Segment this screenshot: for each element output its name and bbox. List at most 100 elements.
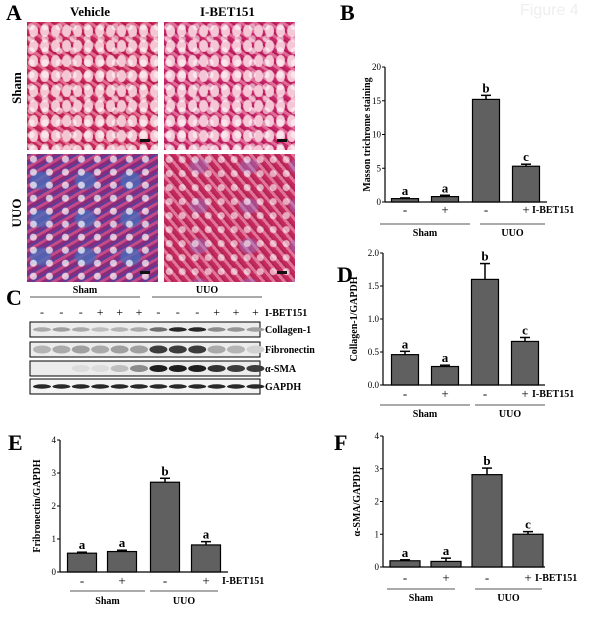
d-treatment-sign: + (441, 386, 448, 401)
b-significance-letter: c (523, 149, 529, 164)
scale-bar (277, 139, 287, 142)
c-lane-sign: - (79, 305, 83, 319)
b-y-tick-label: 10 (372, 130, 382, 140)
c-band (52, 345, 71, 354)
f-treatment-sign: + (442, 570, 449, 585)
f-group-label: Sham (409, 593, 434, 604)
f-y-tick-label: 2 (375, 497, 380, 507)
f-significance-letter: a (443, 543, 450, 558)
scale-bar (277, 271, 287, 274)
c-band (188, 365, 207, 372)
f-y-axis-label: α-SMA/GAPDH (352, 466, 363, 536)
column-header-ibet151: I-BET151 (200, 4, 255, 19)
c-band (188, 384, 207, 389)
micrograph-uuo-vehicle (27, 154, 158, 282)
c-band (207, 327, 226, 332)
b-y-axis-label: Masson trichrome staining (362, 77, 373, 191)
b-significance-letter: b (482, 80, 489, 95)
e-treatment-sign: + (202, 573, 209, 588)
e-y-tick-label: 3 (52, 468, 57, 478)
d-treatment-sign: - (483, 386, 487, 401)
b-y-tick-label: 0 (377, 197, 382, 207)
e-bar (149, 481, 181, 573)
c-lane-sign: + (136, 305, 143, 319)
c-band (188, 327, 207, 332)
c-band (168, 384, 187, 389)
b-group-label: UUO (501, 228, 523, 239)
c-treatment-label: I-BET151 (265, 308, 307, 319)
f-bar (430, 560, 462, 568)
d-bar (430, 365, 460, 386)
panel-label-c: C (6, 285, 22, 310)
c-band (207, 365, 226, 372)
e-bar (106, 550, 138, 573)
c-band (130, 365, 148, 372)
d-bar (510, 340, 540, 386)
d-group-label: Sham (413, 409, 438, 420)
scale-bar (140, 271, 150, 274)
e-significance-letter: b (161, 463, 168, 478)
c-band (130, 345, 148, 354)
f-y-tick-label: 0 (375, 562, 380, 572)
f-bar (389, 560, 421, 568)
c-band (149, 327, 168, 332)
f-y-tick-label: 1 (375, 529, 380, 539)
d-significance-letter: a (442, 350, 449, 365)
c-group-label: UUO (196, 285, 218, 296)
d-y-tick-label: 2.0 (368, 248, 380, 258)
scale-bar (140, 139, 150, 142)
c-band (110, 365, 129, 372)
e-significance-letter: a (119, 535, 126, 550)
d-treatment-sign: - (403, 386, 407, 401)
c-band (110, 384, 129, 389)
f-y-tick-label: 4 (375, 431, 380, 441)
c-lane-sign: + (97, 305, 104, 319)
c-band (227, 365, 245, 372)
c-lane-sign: - (195, 305, 199, 319)
e-bar (66, 552, 98, 573)
c-band (149, 384, 168, 389)
c-band (168, 345, 187, 354)
f-treatment-sign: - (485, 570, 489, 585)
e-y-tick-label: 0 (52, 567, 57, 577)
e-treatment-label: I-BET151 (222, 576, 264, 587)
micrograph-sham-ibet151 (164, 22, 295, 150)
b-group-label: Sham (413, 228, 438, 239)
c-band (227, 345, 245, 354)
e-group-label: Sham (95, 596, 120, 607)
c-band (227, 327, 245, 332)
c-band (246, 384, 265, 389)
b-y-tick-label: 20 (372, 62, 382, 72)
d-bar (470, 278, 500, 386)
f-treatment-sign: - (403, 570, 407, 585)
e-bar (190, 544, 222, 573)
d-bar (390, 354, 420, 386)
f-group-label: UUO (497, 593, 519, 604)
c-band (33, 345, 51, 354)
c-band (110, 345, 129, 354)
c-group-label: Sham (73, 285, 98, 296)
b-treatment-sign: + (522, 202, 529, 217)
c-band (91, 345, 110, 354)
b-y-tick-label: 5 (377, 163, 382, 173)
c-band (71, 345, 90, 354)
e-y-axis-label: Fribronectin/GAPDH (32, 459, 43, 552)
f-treatment-label: I-BET151 (535, 573, 577, 584)
d-treatment-label: I-BET151 (532, 389, 574, 400)
f-bar (512, 533, 544, 568)
c-blot-label: α-SMA (265, 364, 297, 375)
c-lane-sign: - (40, 305, 44, 319)
panel-label-b: B (340, 0, 355, 25)
d-significance-letter: c (522, 322, 528, 337)
f-significance-letter: b (483, 453, 490, 468)
c-band (149, 345, 168, 354)
c-band (207, 384, 226, 389)
b-significance-letter: a (402, 183, 409, 198)
c-blot-label: Collagen-1 (265, 325, 311, 336)
panel-label-d: D (337, 262, 353, 287)
c-band (33, 327, 51, 332)
c-band (246, 345, 265, 354)
panel-label-a: A (6, 0, 22, 25)
